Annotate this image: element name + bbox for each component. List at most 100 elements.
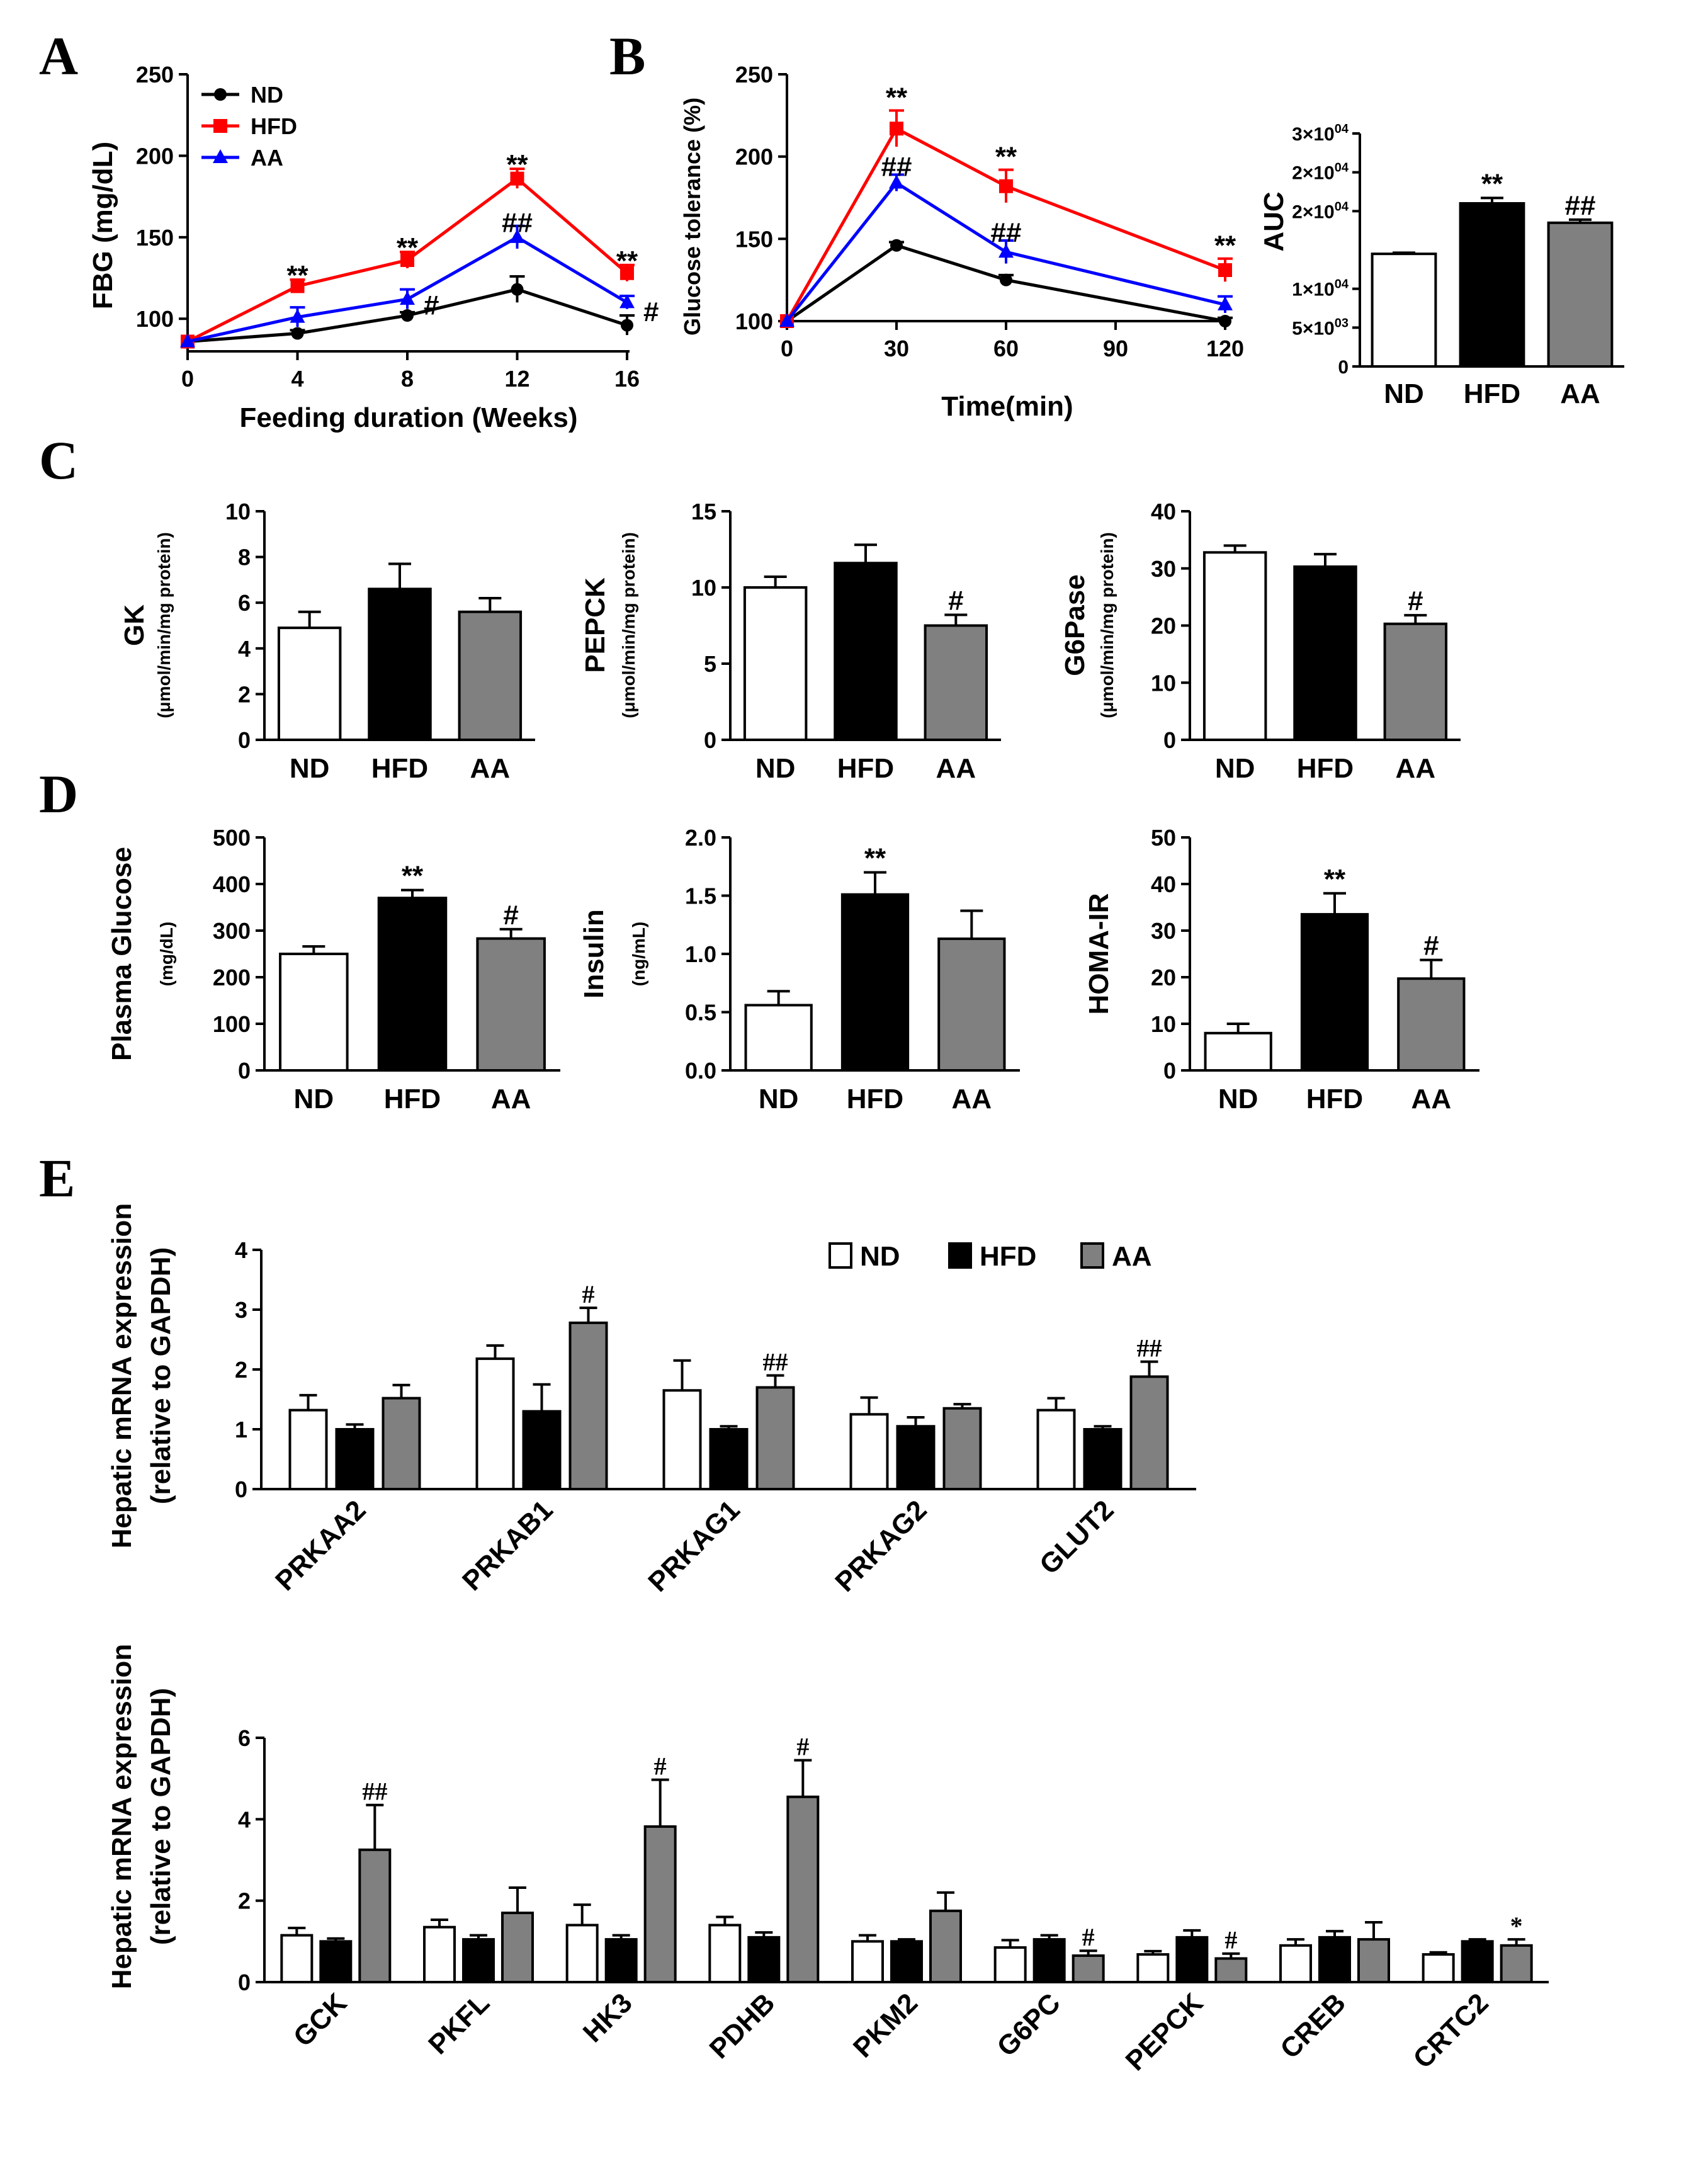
y-tick-label: 30 [1151, 556, 1176, 582]
y-tick-label: 5 [704, 651, 716, 677]
data-point-aa [889, 174, 904, 189]
y-axis-unit: (μmol/min/mg protein) [619, 532, 638, 718]
bar-prkab1-aa [568, 1321, 608, 1490]
significance-label: # [503, 900, 518, 931]
y-tick-label: 1 [235, 1417, 247, 1443]
bar-prkab1-nd [475, 1357, 515, 1490]
y-tick-label: 20 [1151, 965, 1176, 990]
legend-swatch-nd [829, 1242, 852, 1269]
tick-exponent: 04 [1335, 122, 1349, 136]
y-tick-label: 40 [1151, 499, 1176, 524]
legend-label-hfd: HFD [251, 113, 297, 139]
bar-prkag1-nd [662, 1389, 702, 1490]
x-category-label: ND [1215, 753, 1255, 784]
data-point-nd [291, 327, 304, 340]
bar-creb-aa [1357, 1938, 1390, 1984]
significance-label: ** [616, 246, 638, 276]
x-tick-label: 16 [614, 366, 640, 392]
y-tick-label: 2×1004 [1292, 200, 1349, 222]
bar-prkaa2-nd [288, 1409, 328, 1491]
tick-exponent: 03 [1335, 316, 1349, 330]
y-tick-label: 1.0 [685, 941, 716, 967]
tick-mantissa: 2×10 [1292, 163, 1335, 184]
data-point-hfd [510, 171, 524, 186]
x-category-label: PKM2 [847, 1987, 924, 2063]
bar-prkag2-nd [849, 1413, 889, 1490]
data-point-hfd [890, 122, 903, 136]
data-point-hfd [620, 266, 634, 280]
x-category-label: PRKAA2 [269, 1494, 372, 1597]
y-tick-label: 0 [238, 727, 251, 753]
y-tick-label: 100 [735, 309, 773, 334]
x-tick-label: 60 [993, 336, 1019, 361]
y-tick-label: 30 [1151, 918, 1176, 944]
data-point-aa [180, 333, 195, 348]
x-tick-label: 12 [504, 366, 529, 392]
bar-g6pc-nd [993, 1946, 1027, 1984]
bar-crtc2-aa [1500, 1944, 1533, 1984]
data-point-nd [621, 319, 633, 332]
bar-hfd [1300, 913, 1369, 1072]
data-point-aa [1218, 296, 1233, 310]
bar-glut2-hfd [1083, 1428, 1123, 1490]
bar-pdhb-hfd [747, 1936, 781, 1984]
data-point-aa [400, 291, 415, 305]
x-category-label: PKFL [422, 1987, 495, 2060]
bar-pepck-hfd [1175, 1936, 1209, 1984]
y-tick-label: 10 [1151, 670, 1176, 696]
data-point-aa [779, 313, 795, 327]
bar-aa [1547, 221, 1614, 368]
bar-hfd [368, 587, 432, 741]
y-tick-label: 2 [238, 681, 251, 707]
bar-creb-hfd [1318, 1936, 1351, 1984]
significance-label: ## [502, 208, 533, 239]
series-line-hfd [785, 126, 1226, 322]
panel-letter-e: E [39, 1148, 75, 1208]
bar-nd [1371, 252, 1437, 368]
bar-gck-nd [280, 1934, 314, 1983]
bar-creb-nd [1279, 1944, 1312, 1984]
bar-nd [743, 586, 808, 741]
data-point-nd [890, 239, 903, 252]
x-tick-label: 90 [1103, 336, 1128, 361]
bar-prkag2-aa [942, 1407, 982, 1490]
x-category-label: GCK [288, 1987, 353, 2053]
y-tick-label: 1.5 [685, 883, 716, 909]
y-axis-title: Hepatic mRNA expression [106, 1203, 137, 1549]
x-category-label: PRKAG2 [829, 1494, 932, 1597]
x-tick-label: 120 [1206, 336, 1244, 361]
panel-letter-d: D [39, 764, 78, 824]
y-tick-label: 500 [213, 825, 251, 851]
y-tick-label: 0 [704, 727, 716, 753]
bar-prkag1-aa [755, 1386, 795, 1490]
significance-label: ## [1565, 190, 1596, 221]
significance-label: ** [1324, 864, 1346, 895]
bar-aa [937, 937, 1006, 1072]
x-category-label: PDHB [704, 1987, 781, 2065]
x-category-label: AA [470, 753, 511, 784]
bar-glut2-nd [1036, 1409, 1076, 1491]
data-point-nd [401, 309, 414, 322]
y-tick-label: 0 [1163, 727, 1176, 753]
tick-exponent: 04 [1335, 278, 1349, 292]
significance-label: # [643, 297, 659, 327]
x-category-label: ND [759, 1084, 799, 1114]
tick-mantissa: 5×10 [1292, 318, 1335, 339]
bar-hfd [1293, 565, 1357, 742]
panel-letter-c: C [39, 430, 78, 490]
y-tick-label: 0 [1338, 357, 1349, 378]
bar-pdhb-aa [786, 1795, 820, 1983]
bar-prkab1-hfd [522, 1410, 562, 1490]
tick-mantissa: 0 [1338, 357, 1349, 378]
bar-pkm2-nd [851, 1940, 884, 1983]
bar-hfd [377, 897, 448, 1072]
y-tick-label: 250 [735, 62, 773, 88]
y-axis-unit: (ng/mL) [629, 922, 648, 987]
y-tick-label: 1×1004 [1292, 278, 1349, 300]
bar-prkaa2-hfd [335, 1428, 375, 1490]
bar-aa [924, 624, 988, 741]
y-tick-label: 400 [213, 871, 251, 897]
significance-label: # [1224, 1926, 1237, 1954]
y-tick-label: 200 [213, 965, 251, 990]
y-tick-label: 15 [691, 499, 716, 524]
